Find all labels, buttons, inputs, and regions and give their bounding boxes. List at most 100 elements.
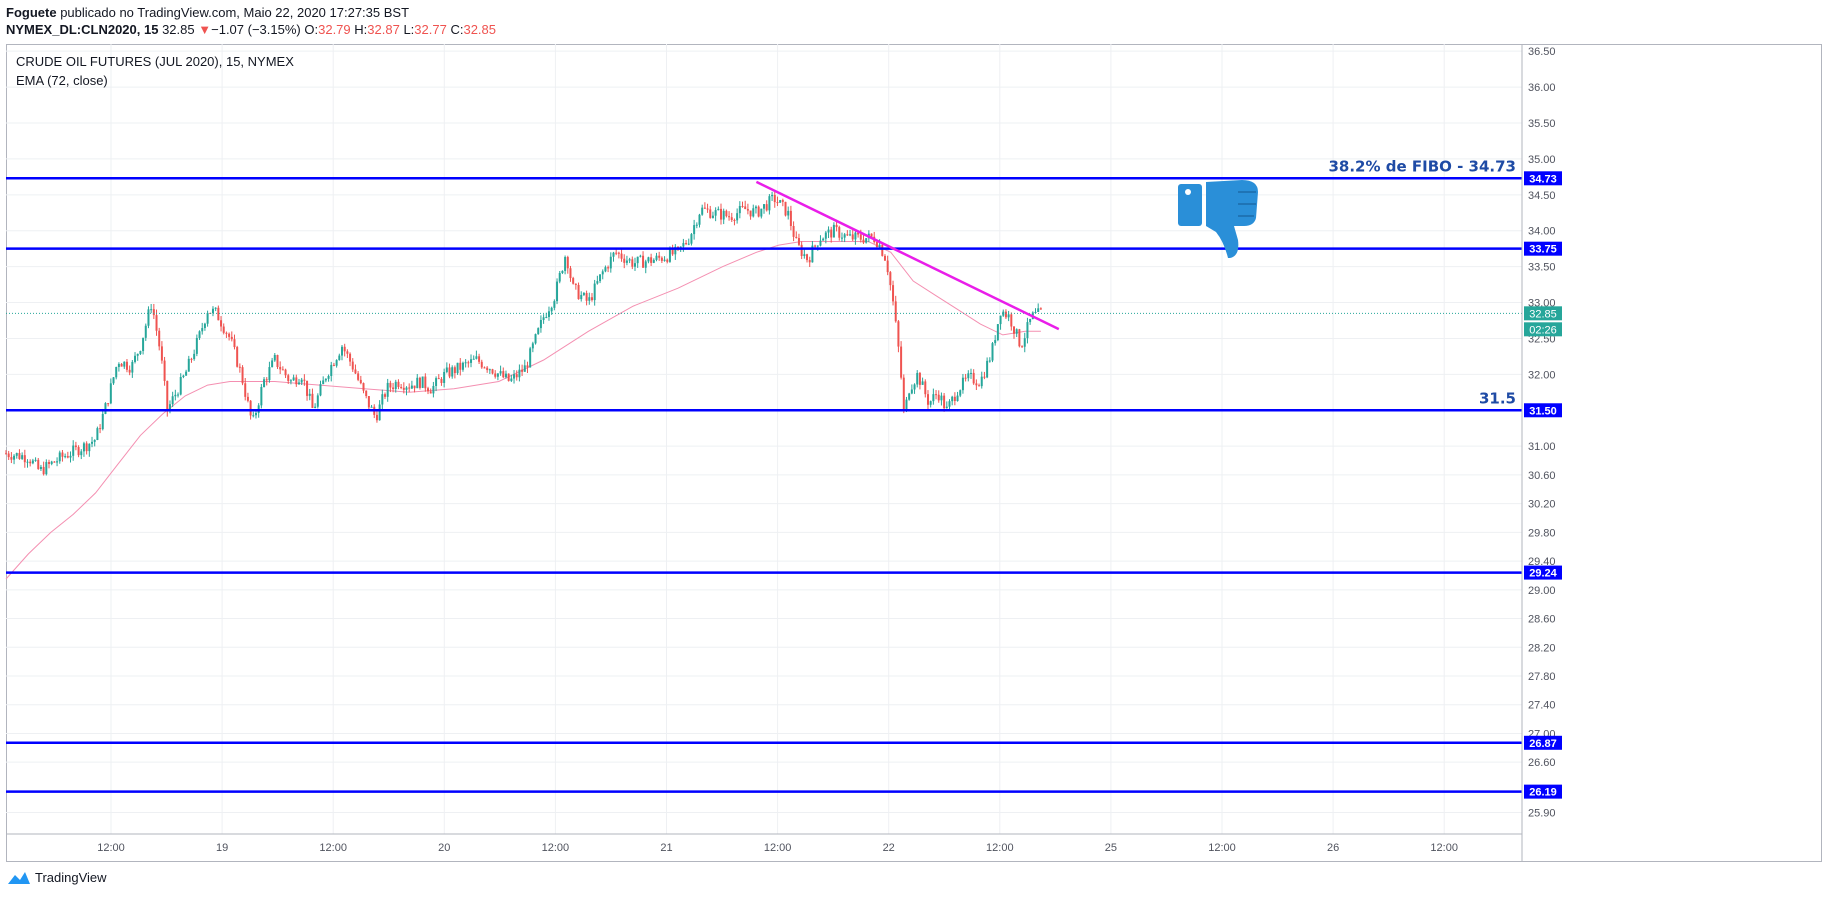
candle-body <box>636 256 639 264</box>
countdown-box <box>1524 322 1562 337</box>
tradingview-logo-icon <box>8 871 30 884</box>
candle-body <box>978 385 981 387</box>
candle-body <box>472 358 475 360</box>
candle-body <box>195 337 198 354</box>
candle-body <box>685 243 688 245</box>
candle-body <box>238 366 241 368</box>
candle-body <box>319 384 322 396</box>
candle-body <box>29 461 32 464</box>
candle-body <box>822 238 825 241</box>
candle-body <box>182 375 185 378</box>
candle-body <box>889 272 892 286</box>
candle-body <box>561 270 564 273</box>
candle-body <box>332 364 335 366</box>
candle-body <box>10 457 13 460</box>
price-tick-label: 36.50 <box>1528 46 1556 58</box>
candle-body <box>279 367 282 370</box>
candle-body <box>507 373 510 381</box>
level-price-tag: 29.24 <box>1524 565 1562 580</box>
candle-body <box>937 394 940 401</box>
candle-body <box>916 372 919 385</box>
candle-body <box>147 309 150 326</box>
candle-body <box>752 208 755 217</box>
candle-body <box>378 404 381 421</box>
candle-body <box>687 243 690 245</box>
candle-body <box>566 257 569 269</box>
candle-body <box>835 224 838 228</box>
candle-body <box>814 245 817 247</box>
candle-body <box>711 215 714 218</box>
level-price-tag: 26.19 <box>1524 784 1562 799</box>
candle-body <box>346 351 349 354</box>
legend-indicator[interactable]: EMA (72, close) <box>16 73 108 88</box>
candle-body <box>483 367 486 369</box>
candle-body <box>82 443 85 452</box>
candle-body <box>819 240 822 246</box>
candle-body <box>631 259 634 267</box>
last-price-box <box>1524 306 1562 321</box>
candle-body <box>214 307 217 309</box>
candle-body <box>1007 314 1010 318</box>
candle-body <box>413 385 416 389</box>
candle-body <box>72 445 75 456</box>
author-name[interactable]: Foguete <box>6 5 57 20</box>
candle-body <box>410 385 413 389</box>
candle-body <box>117 363 120 368</box>
candle-body <box>558 272 561 282</box>
footer-brand[interactable]: TradingView <box>8 870 107 885</box>
candle-body <box>725 210 728 217</box>
candle-body <box>878 244 881 247</box>
candle-body <box>254 412 257 416</box>
candle-body <box>281 369 284 371</box>
symbol[interactable]: NYMEX_DL:CLN2020, 15 <box>6 22 159 37</box>
candle-body <box>233 339 236 348</box>
trendline-segment <box>755 180 1060 331</box>
candle-body <box>252 415 255 417</box>
candle-body <box>101 413 104 430</box>
legend-title[interactable]: CRUDE OIL FUTURES (JUL 2020), 15, NYMEX <box>16 54 294 69</box>
candle-body <box>217 307 220 321</box>
candle-body <box>644 261 647 268</box>
candle-body <box>1021 346 1024 348</box>
candle-body <box>940 395 943 401</box>
level-tag-label: 33.75 <box>1529 244 1557 256</box>
candle-body <box>983 376 986 378</box>
candle-body <box>988 360 991 362</box>
candle-body <box>193 353 196 360</box>
candle-body <box>107 403 110 405</box>
candle-body <box>26 461 29 463</box>
candle-body <box>757 206 760 217</box>
candle-body <box>42 466 45 475</box>
candle-body <box>295 377 298 385</box>
candle-body <box>15 453 18 456</box>
candle-body <box>249 400 252 416</box>
candle-body <box>5 453 7 455</box>
candle-body <box>542 317 545 320</box>
candle-body <box>150 309 153 311</box>
candle-body <box>714 210 717 216</box>
candle-body <box>840 237 843 239</box>
candle-body <box>37 459 40 469</box>
candle-body <box>722 210 725 220</box>
time-tick-label: 12:00 <box>319 842 347 854</box>
ema-series <box>5 241 1041 580</box>
candle-body <box>851 234 854 240</box>
candle-body <box>464 362 467 364</box>
candle-body <box>736 213 739 221</box>
horizontal-levels: 38.2% de FIBO - 34.73 31.5 <box>6 157 1522 793</box>
candle-body <box>832 224 835 238</box>
candle-body <box>478 356 481 362</box>
candle-body <box>660 257 663 261</box>
candle-body <box>453 367 456 374</box>
close-label: C: <box>450 22 464 37</box>
price-tick-label: 32.50 <box>1528 333 1556 345</box>
time-tick-label: 21 <box>660 842 672 854</box>
candle-body <box>316 395 319 407</box>
candle-body <box>432 385 435 394</box>
price-tick-label: 27.80 <box>1528 671 1556 683</box>
candle-body <box>104 403 107 414</box>
candle-body <box>720 208 723 220</box>
candle-body <box>292 377 295 381</box>
candle-body <box>158 330 161 347</box>
